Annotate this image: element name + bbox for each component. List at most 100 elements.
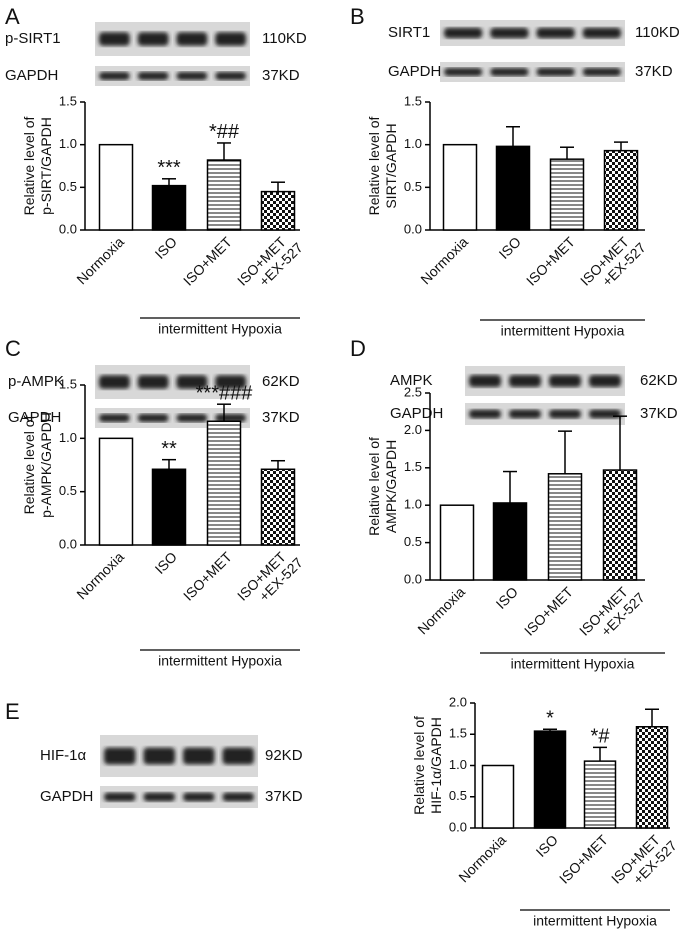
bar xyxy=(151,184,187,231)
y-tick-label: 1.0 xyxy=(59,430,77,445)
significance: * xyxy=(546,708,554,730)
bar xyxy=(481,764,515,829)
category-line: ISO+MET xyxy=(556,831,611,886)
y-tick-label: 1.5 xyxy=(404,93,422,108)
blot-band xyxy=(509,375,541,387)
y-tick-label: 1.5 xyxy=(59,376,77,391)
category-label: Normoxia xyxy=(73,233,127,287)
blot-label: GAPDH xyxy=(8,409,61,426)
group-label: intermittent Hypoxia xyxy=(501,323,625,339)
significance: *# xyxy=(591,726,611,748)
bar xyxy=(98,143,134,231)
blot-label: AMPK xyxy=(390,372,433,389)
category-label: Normoxia xyxy=(414,583,468,637)
bar xyxy=(533,730,567,829)
blot-band xyxy=(536,27,575,39)
y-tick-label: 1.0 xyxy=(59,136,77,151)
category-label: ISO+MET xyxy=(521,583,576,638)
blot-background xyxy=(95,66,250,86)
y-axis-label: Relative level ofp-AMPK/GAPDH xyxy=(21,412,54,518)
bar xyxy=(151,468,187,546)
blot-band xyxy=(183,792,215,802)
blot-band xyxy=(509,409,541,419)
bar xyxy=(603,149,639,231)
category-line: ISO xyxy=(495,233,523,261)
blot-band xyxy=(137,414,169,422)
group-label: intermittent Hypoxia xyxy=(511,656,635,672)
bar xyxy=(492,502,528,581)
blot-band xyxy=(469,409,501,419)
significance: ***### xyxy=(196,382,254,404)
blot-band xyxy=(183,747,215,765)
bar xyxy=(583,760,617,829)
blot-size: 37KD xyxy=(640,405,678,422)
category-label: ISO+MET+EX-527 xyxy=(608,826,680,898)
y-tick-label: 1.0 xyxy=(404,136,422,151)
panel-letter: A xyxy=(5,4,20,29)
y-tick-label: 0.0 xyxy=(404,221,422,236)
group-label: intermittent Hypoxia xyxy=(158,653,282,669)
blot-band xyxy=(582,27,621,39)
category-line: Normoxia xyxy=(414,583,468,637)
blot-band xyxy=(99,72,130,80)
blot-band xyxy=(215,32,246,46)
blot-band xyxy=(99,414,130,422)
bar xyxy=(260,190,296,231)
category-line: Normoxia xyxy=(455,831,509,885)
y-axis-label-line: SIRT/GAPDH xyxy=(383,123,399,208)
y-axis-label-line: p-SIRT/GAPDH xyxy=(38,117,54,215)
category-label: ISO+MET xyxy=(180,548,235,603)
y-axis-label-line: HIF-1α/GAPDH xyxy=(428,717,444,814)
group-label: intermittent Hypoxia xyxy=(533,913,657,929)
y-tick-label: 1.0 xyxy=(449,757,467,772)
blot-band xyxy=(582,68,621,76)
category-label: ISO+MET xyxy=(523,233,578,288)
category-label: ISO+MET xyxy=(180,233,235,288)
blot-size: 37KD xyxy=(265,788,303,805)
category-line: ISO+MET xyxy=(521,583,576,638)
y-axis-label-line: AMPK/GAPDH xyxy=(383,440,399,533)
y-axis-label: Relative level ofAMPK/GAPDH xyxy=(366,437,399,536)
y-axis-label-line: Relative level of xyxy=(411,716,427,815)
category-label: ISO xyxy=(151,548,179,576)
category-line: Normoxia xyxy=(73,233,127,287)
blot-size: 37KD xyxy=(262,67,300,84)
bar xyxy=(495,145,531,231)
y-axis-label-line: Relative level of xyxy=(366,116,382,215)
blot-band xyxy=(137,32,169,46)
blot-band xyxy=(143,792,175,802)
category-line: ISO+MET xyxy=(180,233,235,288)
blot-label: GAPDH xyxy=(388,63,441,80)
category-label: Normoxia xyxy=(417,233,471,287)
y-tick-label: 1.5 xyxy=(404,459,422,474)
blot-size: 110KD xyxy=(262,30,307,47)
blot-size: 110KD xyxy=(635,24,680,41)
blot-band xyxy=(490,27,529,39)
bar xyxy=(547,473,583,581)
bar xyxy=(439,504,475,581)
category-line: ISO xyxy=(532,831,560,859)
blot-band xyxy=(99,375,130,389)
bar xyxy=(206,159,242,231)
panel-letter: D xyxy=(350,336,366,361)
blot-band xyxy=(444,68,483,76)
y-axis-label: Relative level ofSIRT/GAPDH xyxy=(366,116,399,215)
y-tick-label: 0.5 xyxy=(59,179,77,194)
blot-band xyxy=(104,792,136,802)
blot-size: 62KD xyxy=(262,373,300,390)
y-tick-label: 2.0 xyxy=(404,422,422,437)
y-axis-label-line: Relative level of xyxy=(366,437,382,536)
category-label: ISO xyxy=(492,583,520,611)
y-tick-label: 0.0 xyxy=(59,536,77,551)
panel-letter: B xyxy=(350,4,365,29)
y-axis-label: Relative level ofHIF-1α/GAPDH xyxy=(411,716,444,815)
blot-label: p-AMPK xyxy=(8,373,64,390)
y-axis-label-line: Relative level of xyxy=(21,415,37,514)
bar xyxy=(549,158,585,231)
blot-label: SIRT1 xyxy=(388,24,430,41)
blot-band xyxy=(215,72,246,80)
blot-band xyxy=(215,414,246,422)
blot-band xyxy=(104,747,136,765)
category-line: Normoxia xyxy=(417,233,471,287)
